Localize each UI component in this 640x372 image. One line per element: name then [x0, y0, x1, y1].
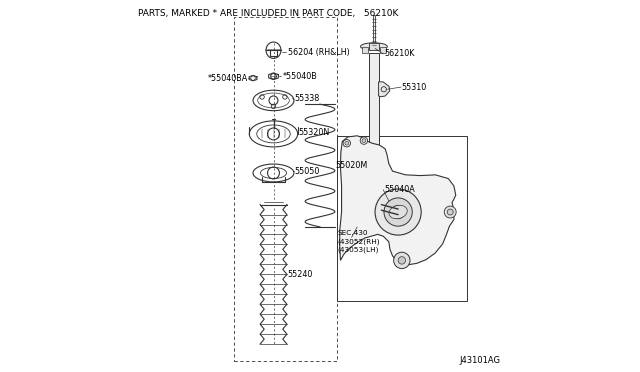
Bar: [370, 164, 378, 203]
Circle shape: [345, 141, 349, 145]
Text: 55320N: 55320N: [298, 128, 330, 137]
Text: 55050: 55050: [294, 167, 320, 176]
Text: 55240: 55240: [287, 270, 313, 279]
Text: 56210K: 56210K: [384, 49, 414, 58]
Circle shape: [360, 137, 367, 144]
Circle shape: [384, 198, 412, 226]
Bar: [362, 47, 367, 53]
Circle shape: [375, 189, 421, 235]
Text: 56204 (RH&LH): 56204 (RH&LH): [287, 48, 349, 57]
Bar: [373, 15, 375, 46]
Ellipse shape: [396, 214, 401, 217]
Ellipse shape: [389, 205, 407, 219]
Bar: [380, 47, 386, 53]
Circle shape: [343, 140, 351, 147]
Circle shape: [394, 252, 410, 269]
Text: 55040A: 55040A: [384, 185, 415, 194]
Text: 55338: 55338: [294, 94, 319, 103]
Circle shape: [444, 206, 456, 218]
Text: SEC.430
(43052(RH)
(43053(LH): SEC.430 (43052(RH) (43053(LH): [338, 230, 381, 253]
Bar: [369, 53, 379, 164]
Text: PARTS, MARKED * ARE INCLUDED IN PART CODE,   56210K: PARTS, MARKED * ARE INCLUDED IN PART COD…: [138, 9, 398, 18]
Text: *55040BA: *55040BA: [208, 74, 248, 83]
Circle shape: [398, 257, 406, 264]
Bar: [367, 203, 381, 211]
Text: *55040B: *55040B: [283, 72, 317, 81]
Ellipse shape: [396, 208, 401, 211]
Ellipse shape: [362, 161, 386, 167]
Bar: [369, 43, 379, 50]
Polygon shape: [379, 82, 390, 97]
Text: 55020M: 55020M: [335, 161, 368, 170]
Text: J43101AG: J43101AG: [460, 356, 500, 365]
Circle shape: [362, 139, 365, 142]
Circle shape: [447, 209, 453, 215]
Polygon shape: [340, 136, 456, 265]
Circle shape: [392, 205, 405, 219]
Ellipse shape: [360, 43, 387, 50]
Text: 55310: 55310: [402, 83, 427, 92]
